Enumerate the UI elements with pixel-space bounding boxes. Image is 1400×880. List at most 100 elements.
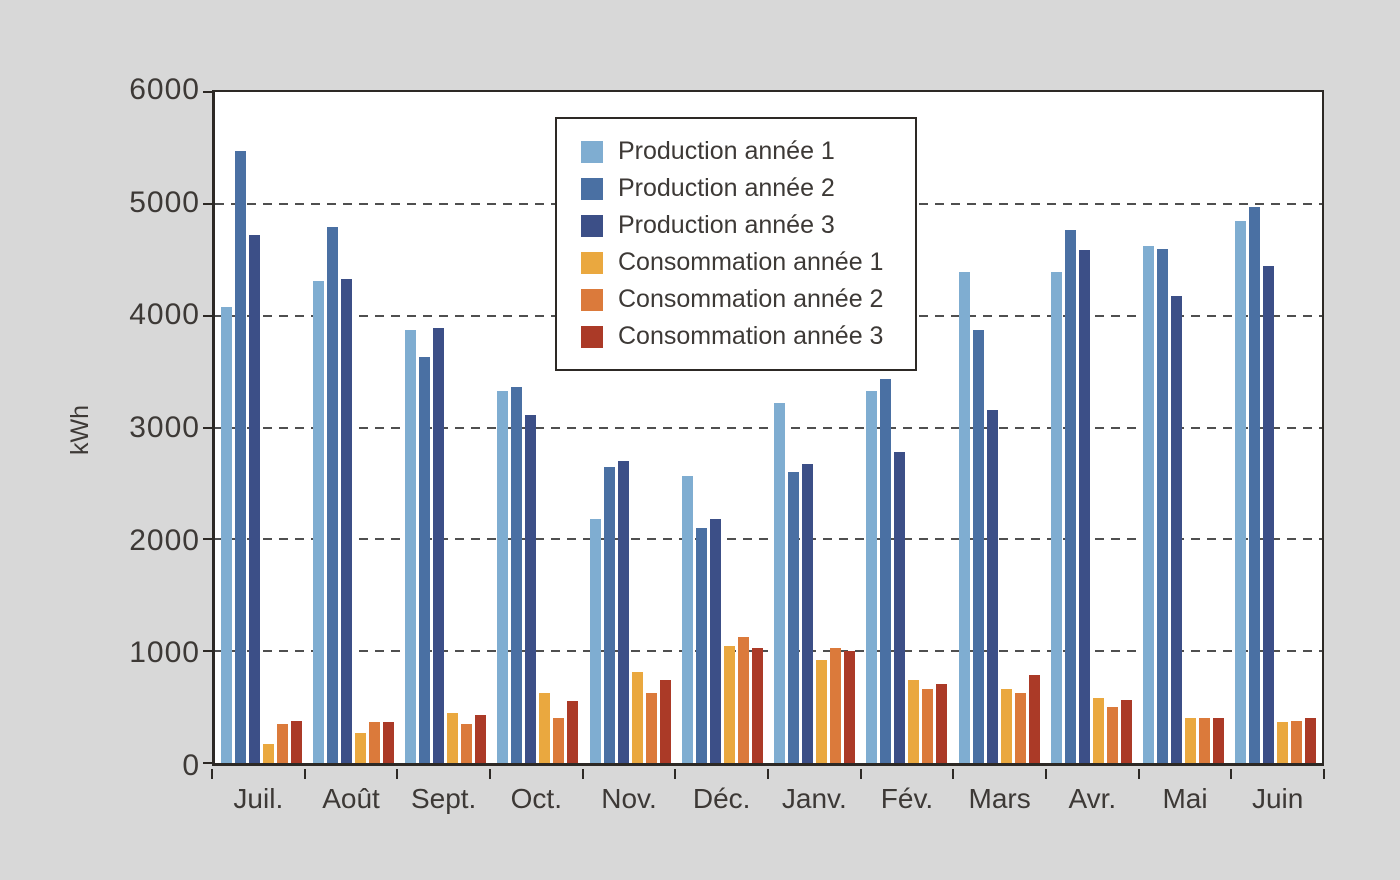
bar-production-ann-e-1-avr <box>1050 272 1062 763</box>
bar-consommation-ann-e-3-fv <box>936 683 948 763</box>
bar-production-ann-e-3-dc <box>709 519 721 763</box>
bar-production-ann-e-2-mai <box>1157 248 1169 763</box>
x-tick-label-dc: Déc. <box>692 783 751 814</box>
bar-consommation-ann-e-2-janv <box>830 648 842 763</box>
legend-label: Consommation année 3 <box>618 322 884 350</box>
bar-consommation-ann-e-2-juil <box>276 724 288 763</box>
bar-production-ann-e-1-sept <box>405 330 417 763</box>
x-tick-mark-10 <box>1137 769 1140 779</box>
bar-group-mars <box>953 92 1045 763</box>
legend-item-production-ann-e-3: Production année 3 <box>581 211 893 240</box>
bar-group-fv <box>861 92 953 763</box>
x-tick-mark-9 <box>1045 769 1047 779</box>
bar-production-ann-e-1-juin <box>1235 220 1247 763</box>
legend-item-production-ann-e-2: Production année 2 <box>581 174 893 203</box>
legend-swatch-icon <box>581 288 603 311</box>
bar-consommation-ann-e-2-sept <box>461 724 473 763</box>
bar-production-ann-e-3-mars <box>986 409 998 763</box>
bar-consommation-ann-e-3-oct <box>567 700 579 763</box>
y-tick-mark-5000 <box>203 202 215 205</box>
bar-production-ann-e-1-janv <box>774 402 786 763</box>
y-tick-label-1000: 1000 <box>129 636 200 670</box>
legend-item-consommation-ann-e-1: Consommation année 1 <box>581 248 893 277</box>
x-tick-label-avr: Avr. <box>1068 783 1117 814</box>
bar-consommation-ann-e-1-mars <box>1000 688 1012 763</box>
bar-group-oct <box>492 92 584 763</box>
bar-consommation-ann-e-3-janv <box>844 651 856 763</box>
legend-swatch-icon <box>581 251 603 274</box>
x-tick-mark-8 <box>952 769 955 779</box>
bar-consommation-ann-e-3-avr <box>1120 700 1132 763</box>
bar-production-ann-e-2-avr <box>1064 229 1076 763</box>
x-tick-label-mars: Mars <box>968 783 1031 814</box>
bar-production-ann-e-2-juil <box>234 151 246 763</box>
y-tick-label-2000: 2000 <box>129 523 200 557</box>
bar-production-ann-e-1-aot <box>312 281 324 763</box>
legend-swatch-icon <box>581 177 603 200</box>
bar-production-ann-e-3-juin <box>1263 266 1275 763</box>
bar-consommation-ann-e-3-dc <box>751 647 763 763</box>
bar-production-ann-e-3-mai <box>1171 295 1183 763</box>
bar-group-aot <box>307 92 399 763</box>
gridline-3000 <box>215 426 1322 429</box>
bar-production-ann-e-2-sept <box>419 357 431 763</box>
y-tick-mark-6000 <box>203 91 215 93</box>
bar-consommation-ann-e-1-mai <box>1185 718 1197 763</box>
y-tick-mark-3000 <box>203 426 215 429</box>
x-tick-mark-1 <box>303 769 306 779</box>
bar-consommation-ann-e-2-oct <box>553 718 565 763</box>
bar-consommation-ann-e-1-aot <box>354 733 366 763</box>
bar-consommation-ann-e-2-juin <box>1291 721 1303 763</box>
bar-consommation-ann-e-2-mai <box>1199 718 1211 763</box>
bar-consommation-ann-e-1-juil <box>262 744 274 763</box>
bar-consommation-ann-e-3-juin <box>1305 717 1317 763</box>
legend-swatch-icon <box>581 214 603 237</box>
x-tick-mark-5 <box>674 769 677 779</box>
x-tick-label-juil: Juil. <box>233 783 284 814</box>
gridline-2000 <box>215 538 1322 541</box>
x-tick-mark-3 <box>489 769 491 779</box>
y-axis: 0 1000 2000 3000 4000 5000 6000 <box>60 73 200 782</box>
y-tick-mark-4000 <box>203 314 215 317</box>
x-tick-mark-11 <box>1230 769 1233 779</box>
x-tick-mark-4 <box>581 769 584 779</box>
bar-production-ann-e-1-oct <box>497 390 509 763</box>
bar-consommation-ann-e-2-aot <box>368 721 380 763</box>
bar-consommation-ann-e-1-avr <box>1092 697 1104 763</box>
bar-consommation-ann-e-1-juin <box>1277 721 1289 763</box>
y-tick-label-4000: 4000 <box>129 298 200 332</box>
x-tick-label-sept: Sept. <box>410 783 477 814</box>
x-tick-label-janv: Janv. <box>781 783 847 814</box>
bar-consommation-ann-e-2-dc <box>737 637 749 763</box>
y-tick-label-0: 0 <box>182 749 200 782</box>
bar-production-ann-e-3-aot <box>340 278 352 763</box>
bar-consommation-ann-e-1-dc <box>723 645 735 763</box>
x-axis: Juil. Août Sept. Oct. Nov. Déc. Janv. Fév. Mars A… <box>211 769 1325 829</box>
y-tick-label-5000: 5000 <box>129 185 200 219</box>
bar-consommation-ann-e-2-nov <box>645 692 657 763</box>
bar-group-juin <box>1230 92 1322 763</box>
bar-production-ann-e-2-mars <box>972 330 984 763</box>
legend-label: Consommation année 2 <box>618 285 884 313</box>
legend-swatch-icon <box>581 325 603 348</box>
bar-consommation-ann-e-3-mai <box>1213 718 1225 763</box>
bar-group-juil <box>215 92 307 763</box>
x-tick-mark-6 <box>767 769 769 779</box>
legend-item-production-ann-e-1: Production année 1 <box>581 137 893 166</box>
legend-label: Production année 3 <box>618 211 835 239</box>
bar-production-ann-e-3-nov <box>617 461 629 763</box>
bar-production-ann-e-2-nov <box>603 466 615 763</box>
bar-production-ann-e-3-oct <box>525 415 537 763</box>
bar-production-ann-e-1-fv <box>866 390 878 763</box>
x-tick-mark-12 <box>1323 769 1325 779</box>
bar-production-ann-e-2-juin <box>1249 207 1261 763</box>
plot-area: Production année 1 Production année 2 Prod… <box>203 90 1324 766</box>
bar-consommation-ann-e-3-nov <box>659 680 671 763</box>
legend-label: Production année 1 <box>618 137 835 165</box>
bar-consommation-ann-e-3-sept <box>475 715 487 763</box>
bar-group-nov <box>584 92 676 763</box>
bar-production-ann-e-3-sept <box>433 327 445 763</box>
legend: Production année 1 Production année 2 Prod… <box>555 117 917 371</box>
bar-consommation-ann-e-1-nov <box>631 671 643 763</box>
bar-production-ann-e-3-avr <box>1078 249 1090 763</box>
